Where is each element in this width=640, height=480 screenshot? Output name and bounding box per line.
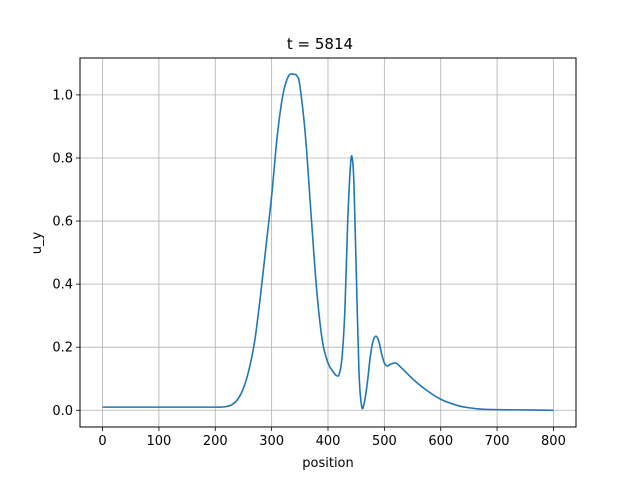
y-tick-label: 0.0: [52, 404, 73, 419]
y-tick-label: 0.4: [52, 278, 73, 293]
x-tick-label: 200: [203, 434, 228, 449]
x-tick-label: 100: [146, 434, 171, 449]
x-tick-label: 300: [259, 434, 284, 449]
y-tick-label: 0.8: [52, 151, 73, 166]
y-axis-label: u_y: [30, 231, 45, 254]
y-tick-label: 0.2: [52, 341, 73, 356]
x-tick-label: 500: [372, 434, 397, 449]
grid: [80, 58, 576, 427]
y-tick-label: 0.6: [52, 215, 73, 230]
x-axis-label: position: [302, 456, 354, 471]
plot-area: [102, 73, 554, 412]
x-tick-label: 600: [428, 434, 453, 449]
chart-title: t = 5814: [287, 35, 353, 53]
y-tick-label: 1.0: [52, 88, 73, 103]
ticks: 0 100 200 300 400 500 600 700 800 0.0 0.2 0.4 0.6 0.8…: [52, 88, 566, 449]
x-tick-label: 700: [485, 434, 510, 449]
series-line: [102, 73, 554, 412]
x-tick-label: 0: [98, 434, 106, 449]
x-tick-label: 800: [541, 434, 566, 449]
x-tick-label: 400: [316, 434, 341, 449]
